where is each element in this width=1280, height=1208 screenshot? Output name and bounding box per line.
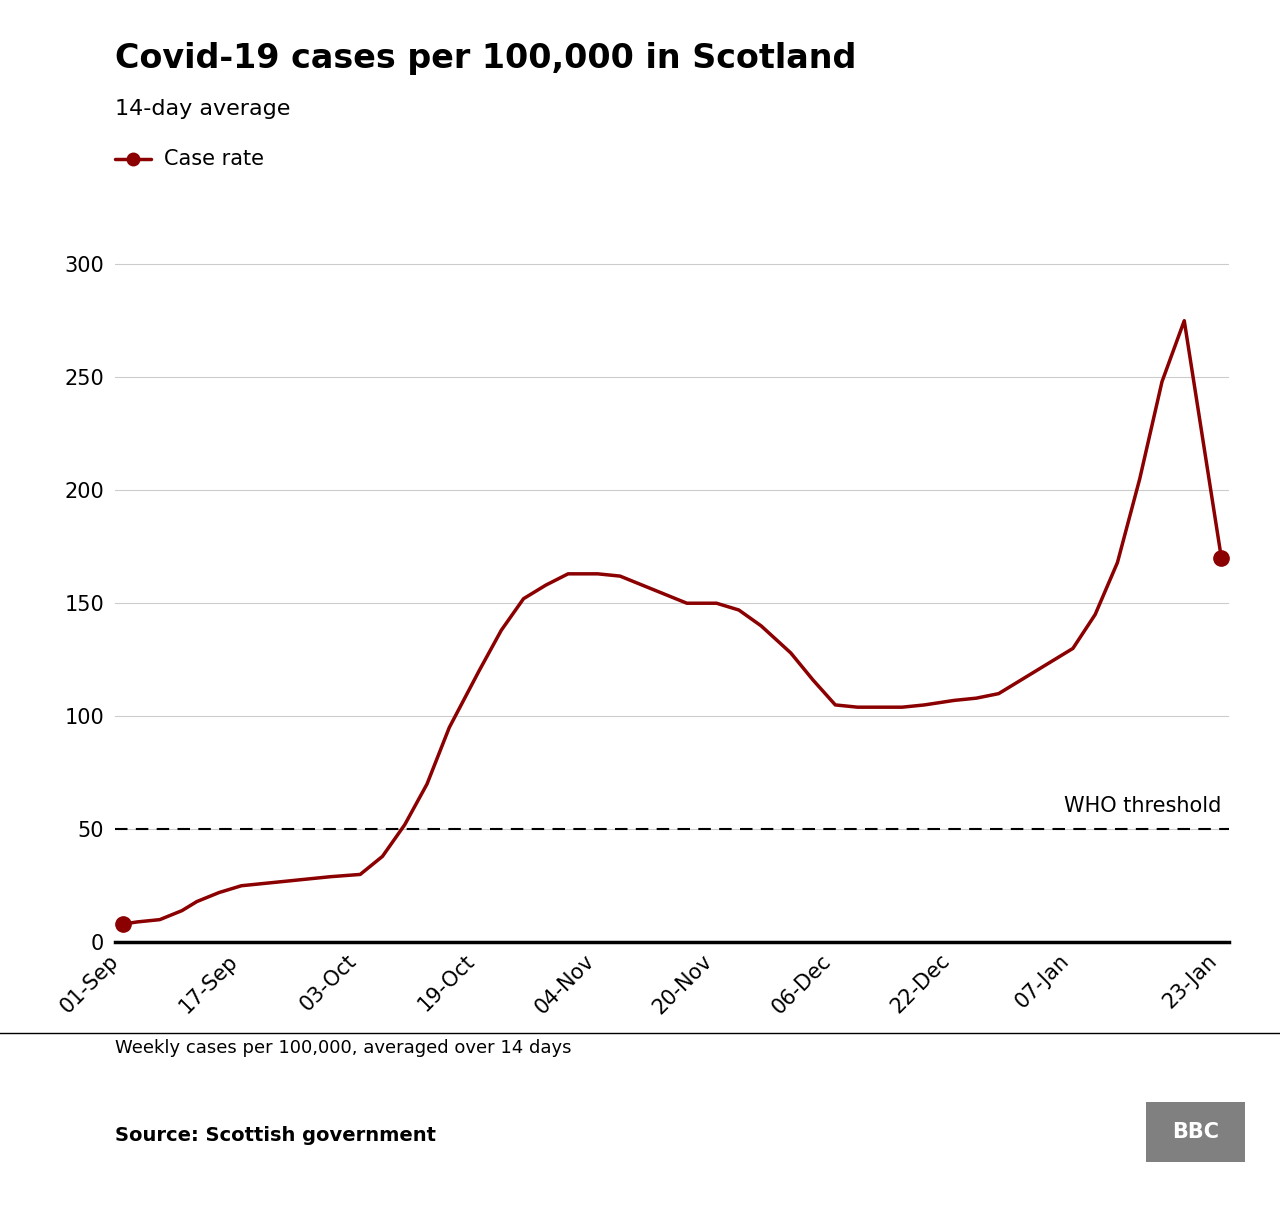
Text: Covid-19 cases per 100,000 in Scotland: Covid-19 cases per 100,000 in Scotland [115, 42, 856, 75]
Text: 14-day average: 14-day average [115, 99, 291, 120]
Text: Source: Scottish government: Source: Scottish government [115, 1126, 436, 1145]
Text: Weekly cases per 100,000, averaged over 14 days: Weekly cases per 100,000, averaged over … [115, 1039, 572, 1057]
Text: WHO threshold: WHO threshold [1064, 796, 1221, 815]
Text: BBC: BBC [1172, 1122, 1219, 1142]
Text: Case rate: Case rate [164, 150, 264, 169]
